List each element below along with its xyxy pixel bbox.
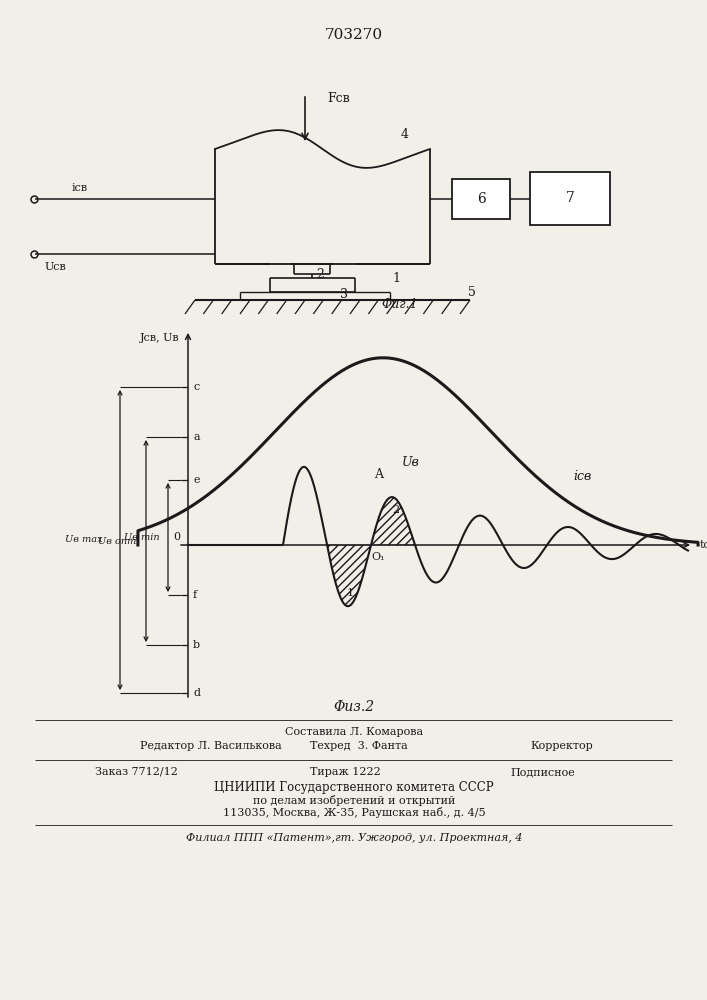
Text: A: A — [375, 468, 383, 482]
Text: iсв: iсв — [72, 183, 88, 193]
Text: Jсв, Uв: Jсв, Uв — [140, 333, 180, 343]
Text: 2: 2 — [392, 505, 399, 515]
Text: Корректор: Корректор — [530, 741, 592, 751]
Text: e: e — [193, 475, 199, 485]
Text: c: c — [193, 382, 199, 392]
Text: 5: 5 — [468, 286, 476, 298]
Text: Uв: Uв — [402, 456, 420, 470]
Text: ЦНИИПИ Государственного комитета СССР: ЦНИИПИ Государственного комитета СССР — [214, 780, 493, 794]
Text: 3: 3 — [340, 288, 348, 300]
Text: a: a — [193, 432, 199, 442]
Text: Fсв: Fсв — [327, 93, 350, 105]
Text: Составила Л. Комарова: Составила Л. Комарова — [285, 727, 423, 737]
Text: O₁: O₁ — [371, 552, 385, 562]
Text: 0: 0 — [173, 532, 180, 542]
Text: 2: 2 — [316, 267, 324, 280]
Text: Подписное: Подписное — [510, 767, 575, 777]
Text: iсв: iсв — [573, 471, 591, 484]
Text: Uв max: Uв max — [65, 536, 103, 544]
Text: по делам изобретений и открытий: по делам изобретений и открытий — [253, 794, 455, 806]
Text: Uв опт: Uв опт — [98, 536, 136, 546]
Text: 4: 4 — [401, 127, 409, 140]
Text: Φиз.2: Φиз.2 — [334, 700, 375, 714]
Text: Филиал ППП «Патент»,гт. Ужгород, ул. Проектная, 4: Филиал ППП «Патент»,гт. Ужгород, ул. Про… — [186, 833, 522, 843]
Text: Тираж 1222: Тираж 1222 — [310, 767, 381, 777]
Text: tсв: tсв — [699, 540, 707, 550]
Text: 6: 6 — [477, 192, 486, 206]
Text: 113035, Москва, Ж-35, Раушская наб., д. 4/5: 113035, Москва, Ж-35, Раушская наб., д. … — [223, 808, 485, 818]
Text: Uв min: Uв min — [124, 533, 160, 542]
Polygon shape — [530, 172, 610, 225]
Text: Φиг.1: Φиг.1 — [382, 298, 419, 312]
Text: 7: 7 — [566, 192, 574, 206]
Text: Uсв: Uсв — [44, 262, 66, 272]
Text: 1: 1 — [346, 588, 354, 598]
Text: d: d — [193, 688, 200, 698]
Text: f: f — [193, 590, 197, 600]
Text: Заказ 7712/12: Заказ 7712/12 — [95, 767, 178, 777]
Text: 703270: 703270 — [325, 28, 383, 42]
Text: 1: 1 — [392, 271, 400, 284]
Text: Редактор Л. Василькова: Редактор Л. Василькова — [140, 741, 282, 751]
Text: Техред  3. Фанта: Техред 3. Фанта — [310, 741, 408, 751]
Text: b: b — [193, 640, 200, 650]
Polygon shape — [452, 179, 510, 219]
